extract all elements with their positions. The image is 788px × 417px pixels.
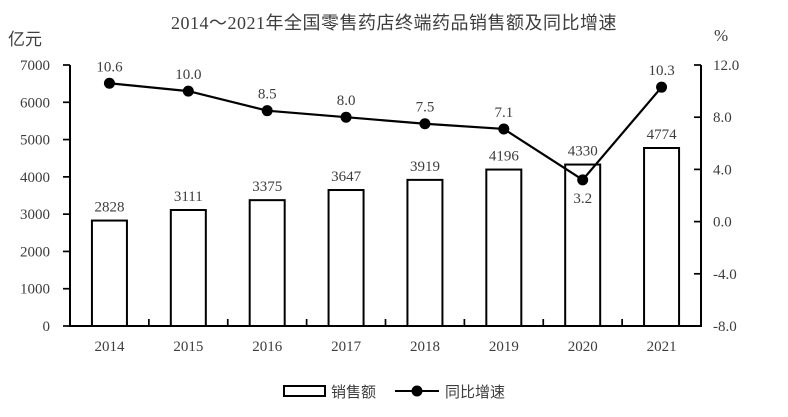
line-point-2019 [498, 123, 510, 135]
line-point-2017 [340, 111, 352, 123]
left-axis-tick-label: 5000 [20, 133, 50, 149]
line-value-label-2019: 7.1 [494, 105, 513, 121]
bar-value-label-2014: 2828 [94, 200, 124, 216]
x-axis-label-2016: 2016 [252, 339, 283, 355]
x-axis-label-2015: 2015 [173, 339, 203, 355]
bar-series-swatch-icon [282, 385, 326, 397]
right-axis-tick-label: 0.0 [713, 215, 732, 231]
line-value-label-2016: 8.5 [258, 87, 277, 103]
line-value-label-2014: 10.6 [96, 59, 123, 75]
x-axis-label-2020: 2020 [568, 339, 598, 355]
bar-value-label-2016: 3375 [252, 179, 282, 195]
growth-line [109, 82, 663, 182]
line-value-label-2018: 7.5 [416, 100, 435, 116]
line-value-label-2017: 8.0 [337, 93, 356, 109]
bar-value-label-2021: 4774 [647, 127, 678, 143]
x-axis-label-2019: 2019 [489, 339, 519, 355]
bar-value-label-2017: 3647 [331, 169, 362, 185]
right-axis-tick-label: 4.0 [713, 162, 732, 178]
bar-2020 [564, 163, 602, 327]
x-axis-label-2017: 2017 [331, 339, 362, 355]
bar-value-label-2020: 4330 [568, 144, 598, 160]
bar-value-label-2018: 3919 [410, 159, 440, 175]
left-axis-tick-label: 3000 [20, 207, 50, 223]
x-axis-label-2021: 2021 [647, 339, 677, 355]
bar-2019 [485, 168, 523, 327]
chart-title: 2014～2021年全国零售药店终端药品销售额及同比增速 [171, 13, 617, 33]
legend-bar-label: 销售额 [330, 384, 376, 401]
legend: 销售额 同比增速 [0, 380, 788, 402]
x-axis-label-2018: 2018 [410, 339, 440, 355]
line-point-2021 [656, 81, 668, 93]
line-point-2015 [182, 85, 194, 97]
left-axis-unit-label: 亿元 [8, 30, 42, 49]
right-axis-tick-label: 8.0 [713, 110, 732, 126]
line-point-2018 [419, 118, 431, 130]
axis-frame [69, 65, 702, 327]
line-value-label-2015: 10.0 [175, 67, 201, 83]
line-series-swatch-icon [395, 385, 439, 397]
left-axis-tick-label: 6000 [20, 95, 50, 111]
legend-line-label: 同比增速 [445, 384, 506, 401]
left-axis-tick-label: 7000 [20, 58, 50, 74]
line-point-2014 [103, 77, 115, 89]
left-axis-tick-label: 0 [43, 319, 51, 335]
left-axis-tick-label: 1000 [20, 282, 50, 298]
left-axis-tick-label: 2000 [20, 244, 50, 260]
line-point-2016 [261, 105, 273, 117]
bar-2016 [248, 199, 286, 328]
right-axis-unit-label: % [714, 26, 729, 45]
left-axis-tick-label: 4000 [20, 170, 50, 186]
bar-2018 [406, 178, 444, 327]
x-axis-label-2014: 2014 [94, 339, 125, 355]
right-axis-tick-label: 12.0 [713, 58, 739, 74]
bar-2017 [327, 189, 365, 327]
bar-2015 [169, 209, 207, 328]
bar-2021 [643, 146, 681, 327]
bar-value-label-2019: 4196 [489, 149, 520, 165]
bar-2014 [90, 219, 128, 327]
line-point-2020 [577, 174, 589, 186]
line-value-label-2020: 3.2 [573, 191, 592, 207]
legend-item-growth: 同比增速 [394, 381, 505, 402]
legend-item-sales: 销售额 [282, 381, 376, 402]
right-axis-tick-label: -4.0 [713, 267, 737, 283]
right-axis-tick-label: -8.0 [713, 319, 737, 335]
bar-value-label-2015: 3111 [174, 189, 203, 205]
line-value-label-2021: 10.3 [648, 63, 674, 79]
